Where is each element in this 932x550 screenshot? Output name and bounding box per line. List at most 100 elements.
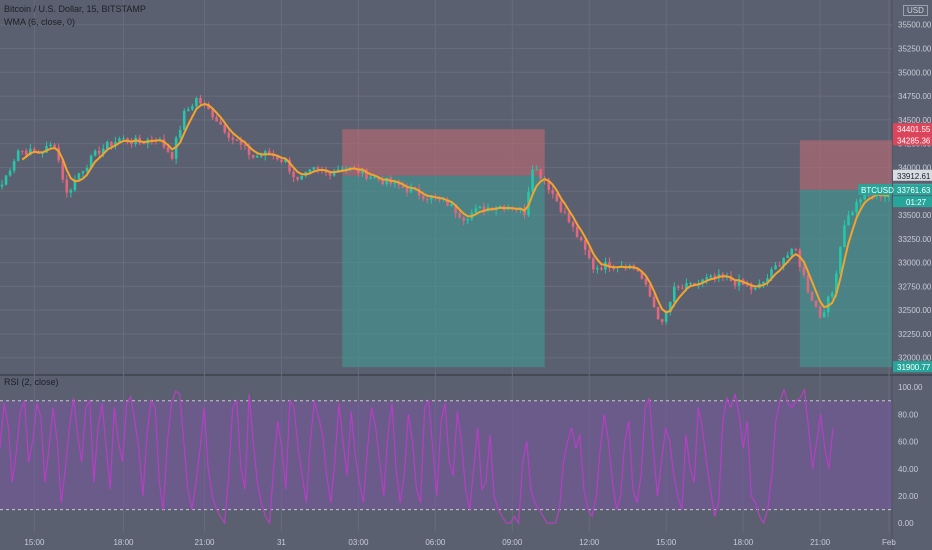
candle-body [656, 307, 660, 320]
price-tick-label: 32750.00 [898, 282, 932, 291]
price-label-text: 33761.63 [897, 186, 931, 195]
price-label-box [893, 134, 932, 146]
candle-body [89, 155, 93, 168]
price-tick-label: 33500.00 [898, 211, 932, 220]
candle-body [579, 237, 583, 241]
price-label-box [893, 169, 932, 181]
candle-body [596, 267, 599, 270]
candle-body [786, 255, 789, 259]
candle-body [300, 175, 303, 180]
short-position-target-zone[interactable] [799, 189, 892, 368]
candle-body [409, 188, 413, 193]
candle-body [81, 171, 85, 174]
candle-body [839, 247, 842, 274]
short-position-stop-zone[interactable] [799, 140, 892, 190]
candle-body [729, 276, 733, 282]
candle-body [170, 151, 174, 159]
candle-body [810, 292, 814, 301]
candle-body [458, 213, 461, 218]
candle-body [482, 206, 486, 212]
candle-body [336, 169, 340, 172]
candle-body [223, 124, 227, 133]
candle-body [668, 301, 672, 313]
time-tick-label: 18:00 [733, 538, 754, 547]
candle-body [207, 104, 210, 110]
price-label-box [893, 123, 932, 135]
candle-body [393, 181, 397, 184]
candle-body [450, 204, 453, 206]
candle-body [774, 265, 777, 270]
candle-body [4, 175, 8, 185]
candle-body [567, 212, 571, 223]
candle-body [401, 185, 405, 188]
candle-body [559, 201, 563, 212]
candle-body [106, 141, 109, 149]
candle-body [340, 168, 344, 170]
candle-body [762, 281, 765, 284]
candle-body [555, 193, 559, 202]
candle-body [677, 286, 680, 288]
candle-body [288, 159, 291, 172]
rsi-tick-label: 0.00 [898, 519, 914, 528]
time-tick-label: 15:00 [656, 538, 677, 547]
rsi-tick-label: 60.00 [898, 438, 919, 447]
candle-body [8, 170, 12, 176]
candle-body [369, 177, 372, 179]
candle-body [539, 169, 542, 179]
short-position-target-zone[interactable] [342, 175, 545, 368]
currency-badge[interactable]: USD [903, 5, 928, 16]
candle-body [174, 137, 178, 159]
candle-body [130, 142, 133, 145]
candle-body [195, 98, 198, 107]
candle-body [219, 121, 222, 125]
price-tick-label: 34750.00 [898, 92, 932, 101]
candle-body [312, 167, 316, 170]
candle-body [280, 159, 283, 162]
price-tick-label: 35500.00 [898, 21, 932, 30]
candle-body [97, 150, 101, 154]
candle-body [636, 268, 640, 272]
candle-body [681, 287, 684, 289]
candle-body [85, 167, 89, 172]
price-tick-label: 32000.00 [898, 354, 932, 363]
candle-body [648, 284, 652, 297]
candle-body [381, 179, 384, 185]
candle-body [592, 258, 595, 270]
candle-body [61, 160, 65, 180]
candle-body [324, 171, 328, 173]
candle-body [227, 132, 231, 138]
candle-body [587, 249, 591, 259]
price-tick-label: 34500.00 [898, 116, 932, 125]
time-axis[interactable]: 15:00 18:00 21:00 31 03:00 06:00 09:00 12:00 15:… [24, 538, 896, 547]
candle-body [883, 196, 887, 198]
candle-body [255, 156, 259, 158]
time-tick-label: 09:00 [502, 538, 523, 547]
short-position-stop-zone[interactable] [342, 129, 545, 176]
candle-body [357, 168, 360, 174]
candle-body [45, 146, 48, 153]
candle-body [0, 184, 4, 187]
candle-body [701, 279, 704, 284]
candle-body [211, 109, 214, 118]
candle-body [709, 275, 713, 278]
candle-body [843, 225, 846, 248]
candle-body [608, 261, 611, 269]
candle-body [243, 144, 247, 146]
candle-body [247, 145, 251, 155]
candle-body [276, 155, 279, 160]
candle-body [292, 171, 295, 178]
candle-body [53, 144, 56, 148]
candle-body [770, 269, 773, 279]
candle-body [652, 296, 656, 308]
candle-body [191, 106, 194, 110]
candle-body [57, 147, 60, 161]
candle-body [826, 296, 830, 313]
candle-body [689, 283, 692, 285]
rsi-tick-label: 80.00 [898, 410, 919, 419]
candle-body [215, 117, 218, 122]
candle-body [235, 139, 239, 141]
candle-body [887, 196, 891, 198]
candle-body [673, 286, 676, 302]
